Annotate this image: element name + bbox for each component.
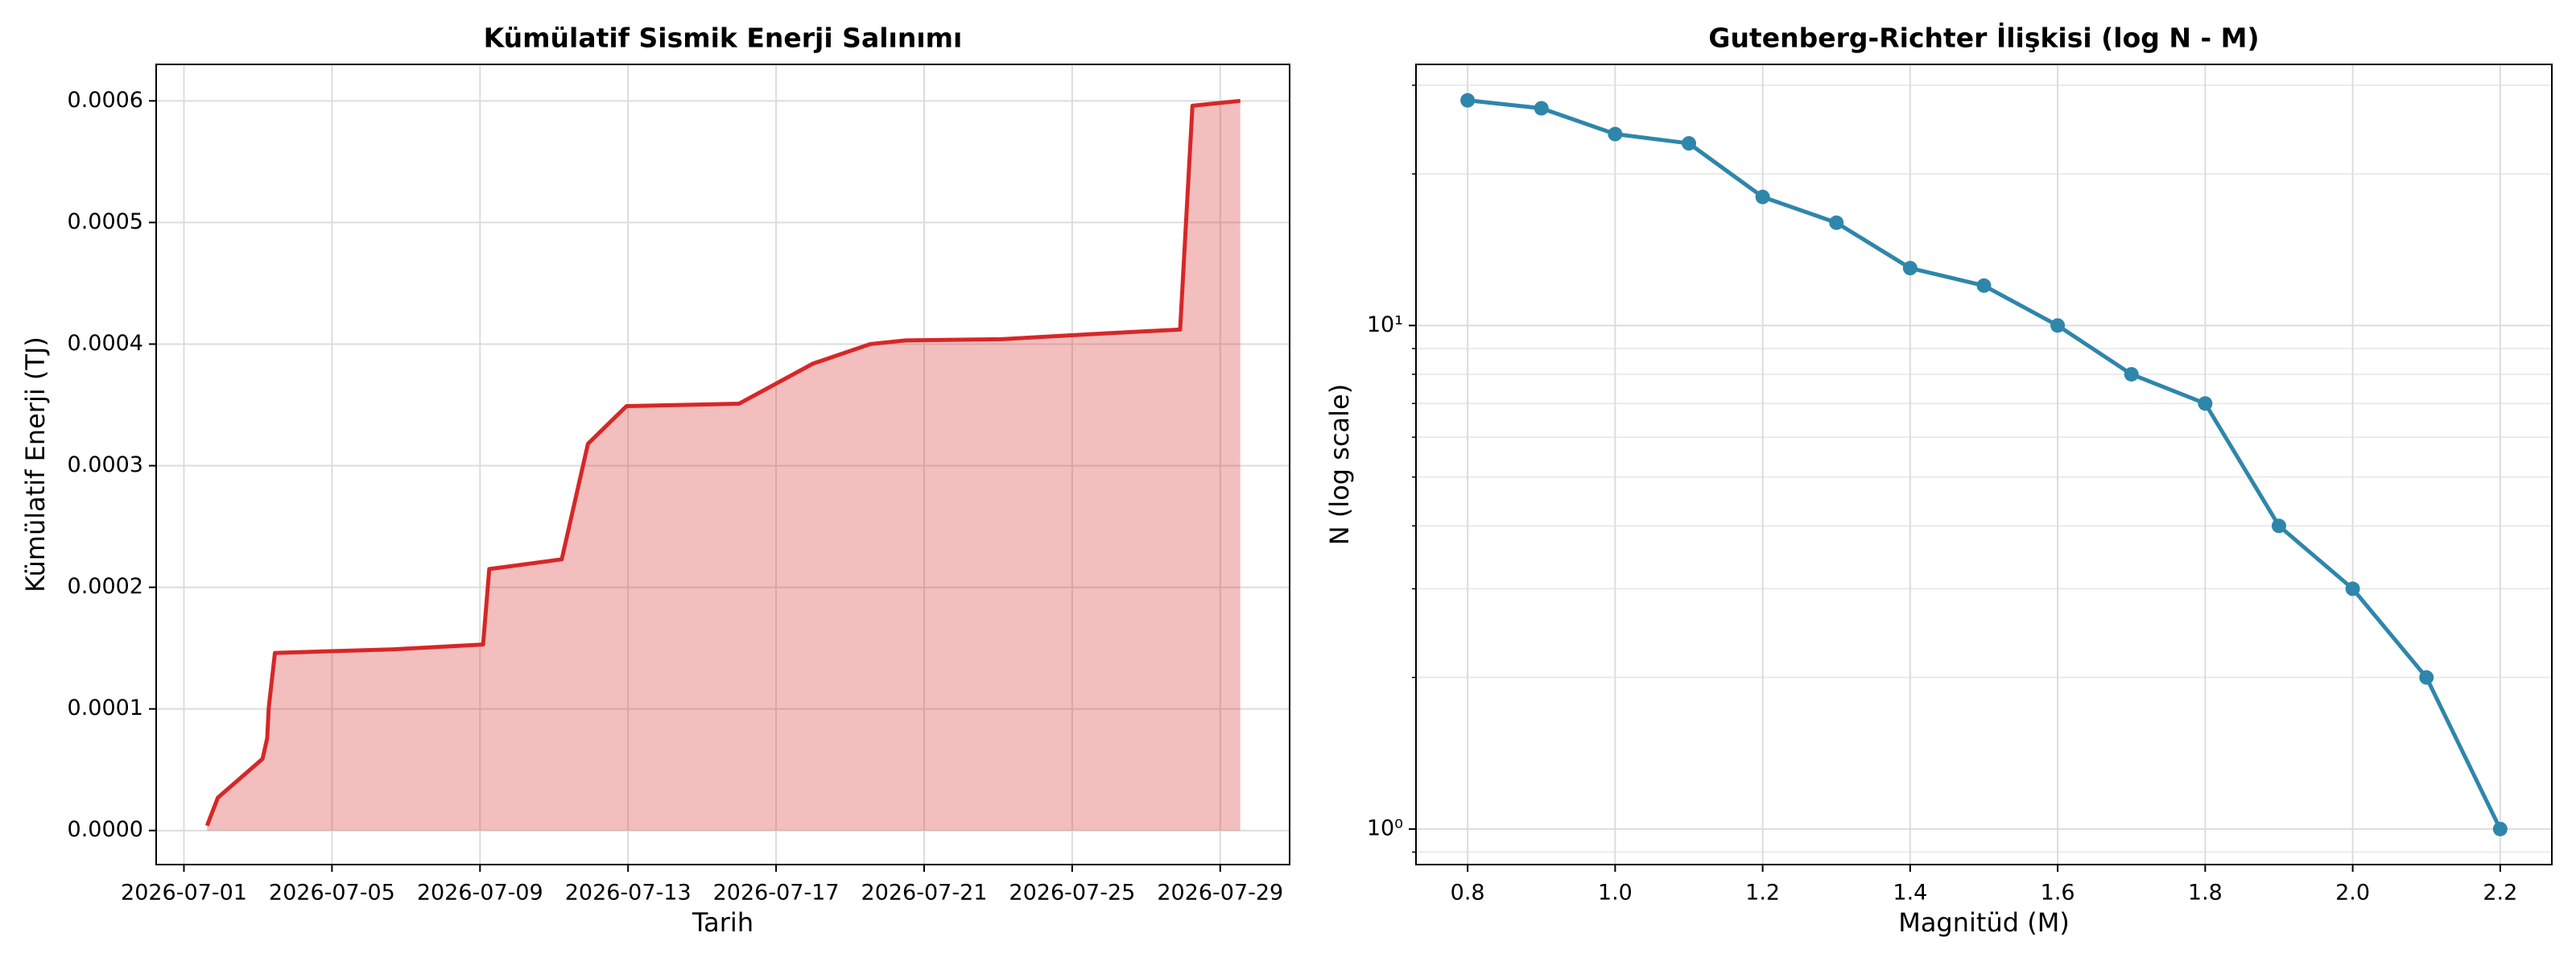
x-tick-label: 2026-07-17 [713, 881, 840, 906]
y-tick-label: 0.0000 [68, 817, 143, 842]
marker [2419, 670, 2434, 685]
marker [1829, 215, 1844, 230]
chart-title: Kümülatif Sismik Enerji Salınımı [484, 23, 963, 54]
line [204, 98, 1241, 827]
x-tick-label: 1.4 [1893, 881, 1927, 906]
marker [2050, 318, 2066, 333]
x-tick-label: 2026-07-05 [269, 881, 395, 906]
area [207, 101, 1241, 831]
x-tick-label: 1.8 [2188, 881, 2223, 906]
y-tick-label: 0.0006 [68, 88, 143, 113]
marker [1460, 93, 1476, 108]
x-axis-label: Tarih [691, 907, 753, 938]
marker [2271, 518, 2286, 534]
x-axis-label: Magnitüd (M) [1898, 907, 2070, 938]
y-axis-label: N (log scale) [1324, 384, 1355, 545]
marker [1534, 101, 1549, 116]
marker [1902, 261, 1918, 276]
y-tick-label: 0.0002 [68, 574, 143, 599]
marker [1608, 126, 1623, 142]
x-tick-label: 0.8 [1451, 881, 1485, 906]
marker [2124, 366, 2139, 382]
x-tick-label: 1.0 [1598, 881, 1633, 906]
marker [2492, 821, 2508, 836]
y-tick-label: 0.0001 [68, 696, 143, 720]
line [1467, 98, 2503, 830]
marker [2345, 581, 2360, 597]
x-tick-label: 2026-07-09 [417, 881, 543, 906]
x-tick-label: 2026-07-13 [565, 881, 691, 906]
y-tick-label: 10¹ [1367, 312, 1403, 337]
marker [2198, 396, 2213, 411]
x-tick-label: 1.6 [2041, 881, 2075, 906]
plot-frame [1415, 64, 2553, 865]
x-tick-label: 2026-07-01 [121, 881, 247, 906]
chart-title: Gutenberg-Richter İlişkisi (log N - M) [1708, 22, 2259, 54]
x-tick-label: 1.2 [1745, 881, 1780, 906]
marker [1682, 136, 1697, 151]
x-tick-label: 2026-07-21 [861, 881, 988, 906]
x-tick-label: 2026-07-29 [1157, 881, 1283, 906]
marker [1755, 189, 1770, 204]
x-tick-label: 2026-07-25 [1009, 881, 1135, 906]
marker [1976, 278, 1992, 293]
y-axis-label: Kümülatif Enerji (TJ) [20, 336, 51, 592]
y-tick-label: 10⁰ [1367, 815, 1403, 840]
y-tick-label: 0.0005 [68, 209, 143, 234]
y-tick-label: 0.0004 [68, 331, 143, 356]
x-tick-label: 2.2 [2483, 881, 2517, 906]
x-tick-label: 2.0 [2335, 881, 2370, 906]
y-tick-label: 0.0003 [68, 452, 143, 477]
plot-frame [155, 64, 1290, 865]
